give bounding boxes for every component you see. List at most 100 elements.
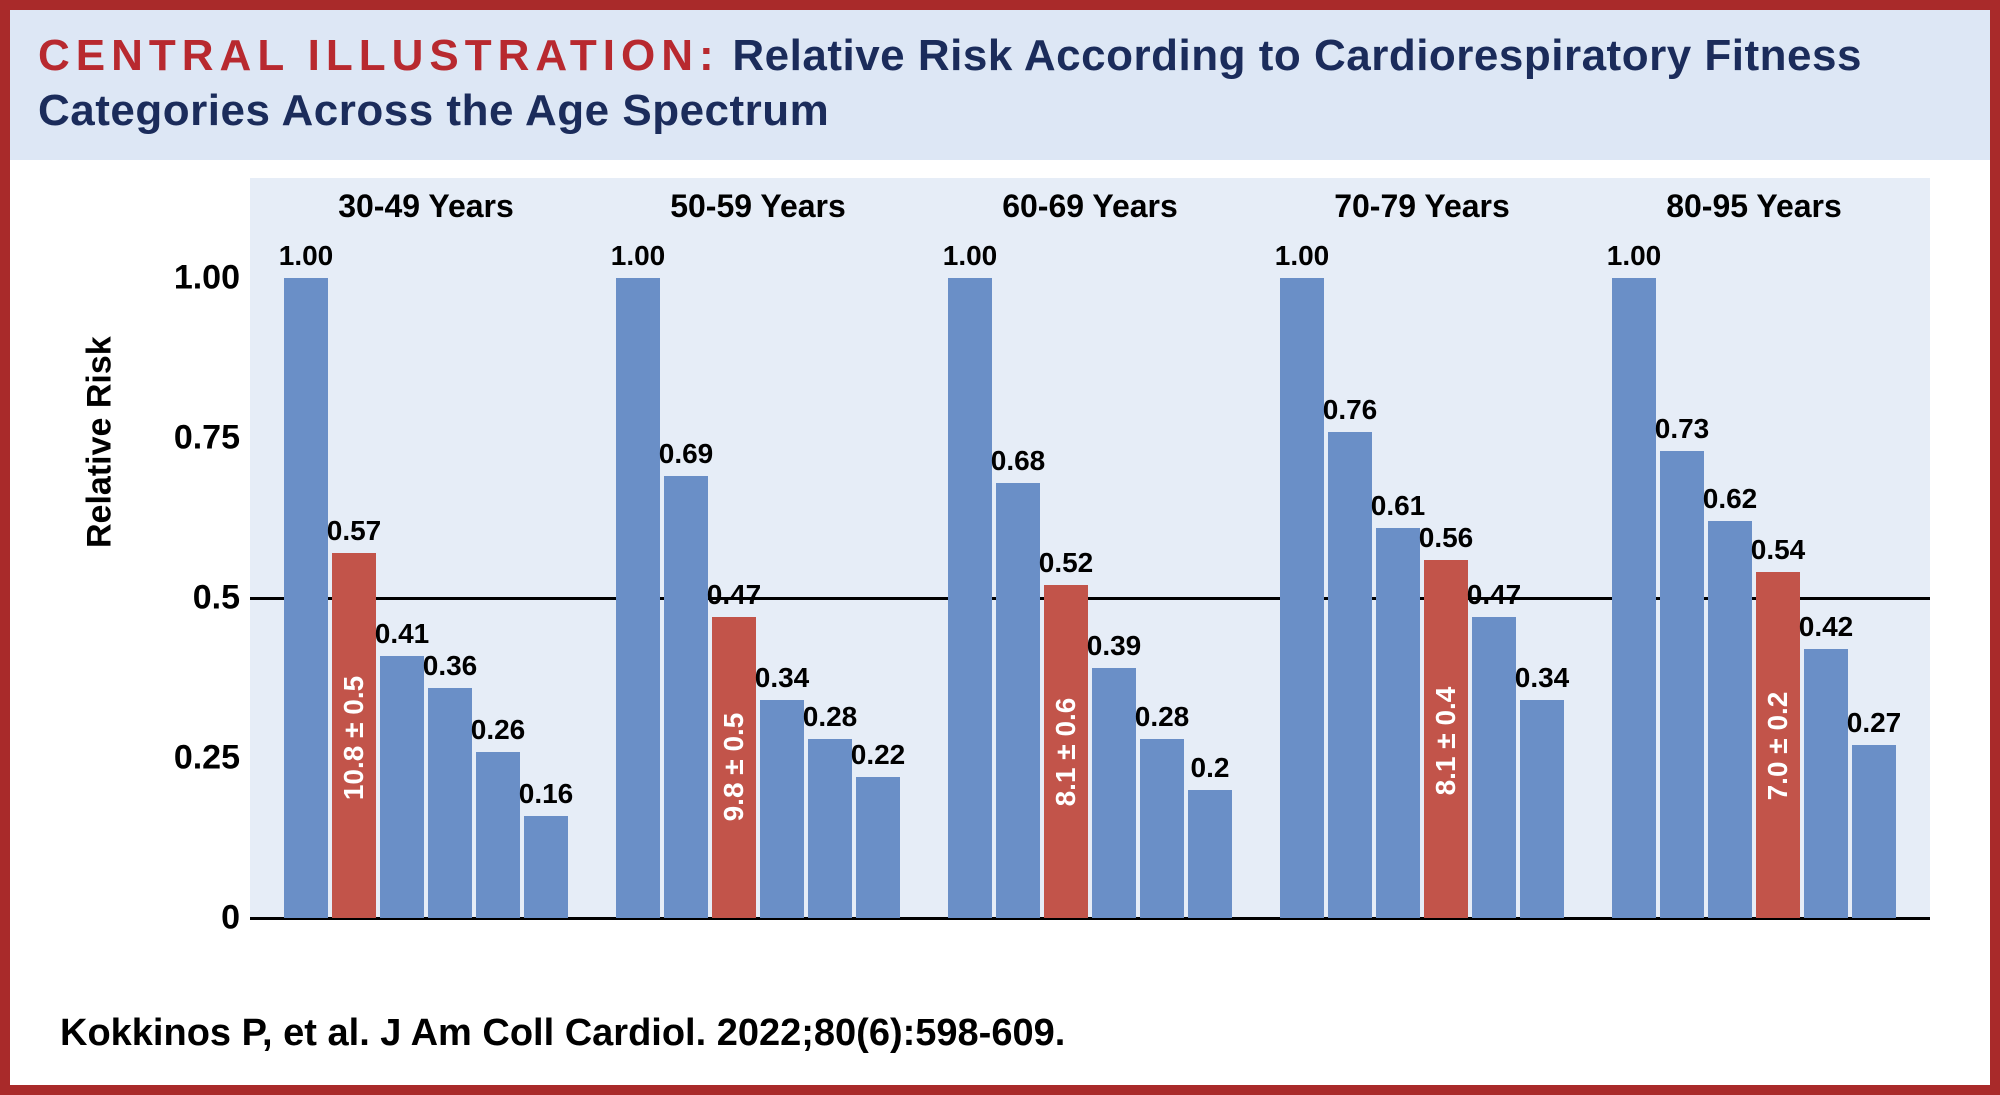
bar-value-label: 0.16	[519, 778, 574, 810]
chart-area: Relative Risk 00.250.50.751.00 30-49 Yea…	[60, 178, 1940, 978]
bar: 0.76	[1328, 432, 1372, 918]
bar: 0.47	[1472, 617, 1516, 918]
group-title: 30-49 Years	[266, 188, 586, 225]
bar: 0.39	[1092, 668, 1136, 918]
bar-fill	[1804, 649, 1848, 918]
bar-fill	[1140, 739, 1184, 918]
bar-highlight: 0.547.0 ± 0.2	[1756, 572, 1800, 918]
bar-inset-label: 7.0 ± 0.2	[1762, 692, 1794, 801]
y-tick-label: 0.75	[160, 419, 240, 458]
bar: 0.73	[1660, 451, 1704, 918]
bars-row: 1.000.730.620.547.0 ± 0.20.420.27	[1594, 278, 1914, 918]
bar-fill	[996, 483, 1040, 918]
bar-fill	[1852, 745, 1896, 918]
bar-value-label: 0.41	[375, 618, 430, 650]
bar: 0.68	[996, 483, 1040, 918]
bar-highlight: 0.568.1 ± 0.4	[1424, 560, 1468, 918]
y-tick-label: 1.00	[160, 259, 240, 298]
bar: 0.27	[1852, 745, 1896, 918]
bar-fill	[1092, 668, 1136, 918]
group-title: 70-79 Years	[1262, 188, 1582, 225]
bar-value-label: 0.28	[803, 701, 858, 733]
bar-fill	[1188, 790, 1232, 918]
group-title: 60-69 Years	[930, 188, 1250, 225]
bar-value-label: 0.42	[1799, 611, 1854, 643]
figure-header: CENTRAL ILLUSTRATION: Relative Risk Acco…	[10, 10, 1990, 160]
bar-fill	[476, 752, 520, 918]
bar: 0.69	[664, 476, 708, 918]
bar-group: 80-95 Years1.000.730.620.547.0 ± 0.20.42…	[1594, 178, 1914, 918]
bar-fill	[1280, 278, 1324, 918]
bar-value-label: 0.56	[1419, 522, 1474, 554]
bar: 1.00	[1612, 278, 1656, 918]
y-axis-label: Relative Risk	[81, 336, 120, 548]
bars-row: 1.000.760.610.568.1 ± 0.40.470.34	[1262, 278, 1582, 918]
bar-value-label: 0.68	[991, 445, 1046, 477]
bar-value-label: 0.27	[1847, 707, 1902, 739]
bar-value-label: 0.73	[1655, 413, 1710, 445]
bar-value-label: 0.39	[1087, 630, 1142, 662]
bar-fill	[1472, 617, 1516, 918]
bar-value-label: 1.00	[943, 240, 998, 272]
bar-fill	[1660, 451, 1704, 918]
bar-fill	[760, 700, 804, 918]
bar: 0.62	[1708, 521, 1752, 918]
bar: 1.00	[1280, 278, 1324, 918]
bar: 0.61	[1376, 528, 1420, 918]
title-prefix: CENTRAL ILLUSTRATION:	[38, 31, 720, 80]
bar-value-label: 0.34	[1515, 662, 1570, 694]
bar: 0.42	[1804, 649, 1848, 918]
bar-value-label: 0.52	[1039, 547, 1094, 579]
bar-fill	[664, 476, 708, 918]
bar-value-label: 1.00	[1275, 240, 1330, 272]
bar: 1.00	[948, 278, 992, 918]
bar: 0.36	[428, 688, 472, 918]
bar: 0.2	[1188, 790, 1232, 918]
bar-value-label: 0.61	[1371, 490, 1426, 522]
bar-inset-label: 9.8 ± 0.5	[718, 712, 750, 821]
bar-value-label: 0.69	[659, 438, 714, 470]
bar-value-label: 0.26	[471, 714, 526, 746]
bar-group: 30-49 Years1.000.5710.8 ± 0.50.410.360.2…	[266, 178, 586, 918]
bar-value-label: 0.76	[1323, 394, 1378, 426]
bar: 0.26	[476, 752, 520, 918]
group-title: 50-59 Years	[598, 188, 918, 225]
bar: 0.16	[524, 816, 568, 918]
bar-group: 50-59 Years1.000.690.479.8 ± 0.50.340.28…	[598, 178, 918, 918]
bar-value-label: 1.00	[279, 240, 334, 272]
bar-inset-label: 10.8 ± 0.5	[338, 676, 370, 800]
bar-groups: 30-49 Years1.000.5710.8 ± 0.50.410.360.2…	[260, 178, 1920, 918]
bar-fill	[808, 739, 852, 918]
bar-fill	[616, 278, 660, 918]
bar-value-label: 0.28	[1135, 701, 1190, 733]
y-tick-label: 0	[160, 899, 240, 938]
bar-fill	[284, 278, 328, 918]
bar-value-label: 0.47	[1467, 579, 1522, 611]
bar-fill	[524, 816, 568, 918]
bar: 0.34	[1520, 700, 1564, 918]
bar: 1.00	[616, 278, 660, 918]
bar: 0.41	[380, 656, 424, 918]
bar-fill	[380, 656, 424, 918]
bar-group: 60-69 Years1.000.680.528.1 ± 0.60.390.28…	[930, 178, 1250, 918]
bar-highlight: 0.528.1 ± 0.6	[1044, 585, 1088, 918]
y-tick-label: 0.5	[160, 579, 240, 618]
bar-group: 70-79 Years1.000.760.610.568.1 ± 0.40.47…	[1262, 178, 1582, 918]
bar-value-label: 0.47	[707, 579, 762, 611]
bar: 0.22	[856, 777, 900, 918]
bar-value-label: 0.34	[755, 662, 810, 694]
bar-highlight: 0.479.8 ± 0.5	[712, 617, 756, 918]
bar: 0.34	[760, 700, 804, 918]
bar-fill	[1708, 521, 1752, 918]
bar-value-label: 0.22	[851, 739, 906, 771]
bar-fill	[428, 688, 472, 918]
bar-fill	[1328, 432, 1372, 918]
bar: 0.28	[1140, 739, 1184, 918]
bar-fill	[1520, 700, 1564, 918]
bar: 1.00	[284, 278, 328, 918]
bar-fill	[948, 278, 992, 918]
citation: Kokkinos P, et al. J Am Coll Cardiol. 20…	[60, 1012, 1065, 1055]
bar-fill	[1612, 278, 1656, 918]
bar-fill	[856, 777, 900, 918]
bar-value-label: 1.00	[1607, 240, 1662, 272]
